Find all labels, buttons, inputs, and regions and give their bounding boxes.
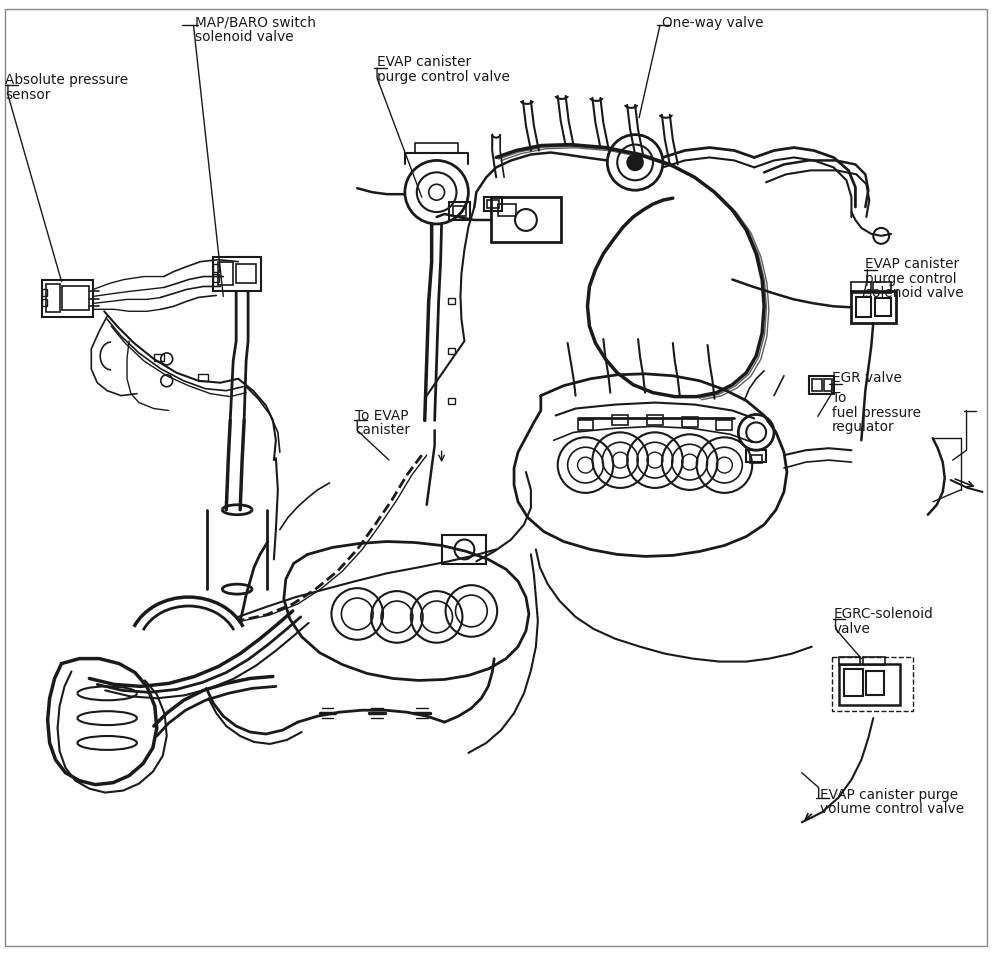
Text: Absolute pressure: Absolute pressure (5, 74, 128, 87)
Bar (809, 375, 834, 393)
Bar (746, 450, 766, 462)
Circle shape (627, 155, 643, 170)
Bar (442, 535, 486, 564)
Bar (236, 264, 256, 284)
Text: EVAP canister purge: EVAP canister purge (820, 788, 958, 801)
Text: canister: canister (355, 423, 410, 437)
Bar (449, 202, 470, 220)
Text: One-way valve: One-way valve (662, 15, 763, 30)
Bar (448, 298, 455, 305)
Bar (875, 298, 891, 316)
Text: EGR valve: EGR valve (832, 371, 901, 385)
Bar (647, 415, 663, 425)
Bar (62, 286, 89, 310)
Bar (498, 204, 516, 216)
Bar (218, 262, 233, 286)
Bar (839, 664, 900, 705)
Text: regulator: regulator (832, 420, 894, 435)
Text: sensor: sensor (5, 88, 50, 102)
Bar (213, 264, 219, 271)
Bar (484, 197, 502, 211)
Bar (832, 657, 913, 711)
Text: volume control valve: volume control valve (820, 802, 964, 817)
Bar (578, 420, 593, 431)
Text: To: To (832, 391, 846, 405)
Bar (448, 348, 455, 354)
Bar (851, 282, 871, 293)
Text: solenoid valve: solenoid valve (865, 286, 964, 301)
Bar (856, 297, 871, 317)
Bar (198, 373, 208, 381)
Text: purge control valve: purge control valve (377, 70, 510, 84)
Bar (487, 201, 499, 208)
Text: To EVAP: To EVAP (355, 409, 409, 422)
Bar (824, 379, 832, 391)
Bar (42, 280, 93, 317)
Text: purge control: purge control (865, 271, 957, 286)
Bar (851, 291, 896, 323)
Bar (612, 415, 628, 425)
Bar (844, 668, 863, 696)
Text: EVAP canister: EVAP canister (377, 55, 471, 70)
Bar (154, 354, 164, 361)
Text: solenoid valve: solenoid valve (195, 31, 294, 45)
Bar (866, 670, 884, 695)
Bar (448, 397, 455, 404)
Bar (491, 197, 561, 242)
Bar (682, 417, 698, 428)
Bar (863, 657, 885, 665)
Bar (42, 289, 47, 296)
Bar (873, 282, 891, 293)
Bar (46, 285, 60, 312)
Text: EGRC-solenoid: EGRC-solenoid (834, 607, 933, 621)
Bar (213, 273, 219, 282)
Text: fuel pressure: fuel pressure (832, 406, 921, 419)
Bar (716, 420, 732, 431)
Bar (453, 206, 466, 216)
Text: MAP/BARO switch: MAP/BARO switch (195, 15, 316, 30)
Bar (839, 657, 860, 665)
Text: EVAP canister: EVAP canister (865, 257, 959, 270)
Bar (812, 379, 822, 391)
Bar (750, 456, 762, 463)
Bar (42, 299, 47, 307)
Bar (213, 257, 261, 291)
Text: valve: valve (834, 622, 870, 636)
